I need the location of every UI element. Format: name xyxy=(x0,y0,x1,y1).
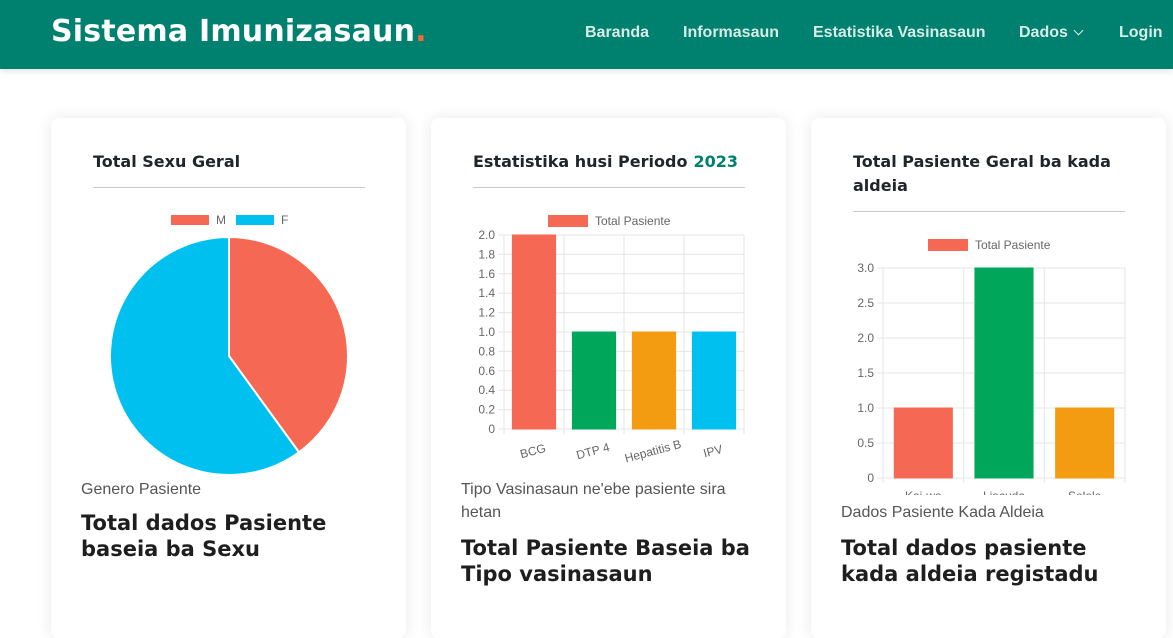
nav-dados-dropdown[interactable]: Dados xyxy=(1019,24,1084,42)
y-tick-label: 1.2 xyxy=(478,306,495,320)
legend-swatch xyxy=(548,215,588,227)
y-tick-label: 1.8 xyxy=(478,247,495,261)
card-heading: Total dados Pasiente baseia ba Sexu xyxy=(81,511,327,561)
divider xyxy=(853,211,1125,212)
card-subtitle: Genero Pasiente xyxy=(81,481,202,498)
bar-kai-wa xyxy=(893,407,953,479)
y-tick-label: 1.0 xyxy=(478,325,495,339)
y-tick-label: 0 xyxy=(867,471,874,485)
card-heading: Total dados pasiente kada aldeia regista… xyxy=(841,536,1099,586)
x-tick-label: BCG xyxy=(519,441,548,461)
legend-swatch-f xyxy=(236,215,274,225)
bar-selele xyxy=(1055,407,1115,479)
x-tick-label: Liacuda xyxy=(983,489,1025,495)
card-subtitle: Dados Pasiente Kada Aldeia xyxy=(841,504,1044,521)
brand-text: Sistema Imunizasaun xyxy=(51,14,416,49)
y-tick-label: 0.5 xyxy=(857,436,874,450)
y-tick-label: 1.5 xyxy=(857,366,874,380)
y-tick-label: 0 xyxy=(488,422,495,436)
x-tick-label: Kai-wa xyxy=(905,489,942,495)
brand-logo[interactable]: Sistema Imunizasaun. xyxy=(51,14,427,49)
card-title: Total Sexu Geral xyxy=(93,150,383,174)
pie-slice-m xyxy=(228,235,349,454)
y-tick-label: 1.4 xyxy=(478,286,495,300)
x-tick-label: DTP 4 xyxy=(575,440,612,462)
bar-bcg xyxy=(511,234,557,430)
y-tick-label: 0.2 xyxy=(478,403,495,417)
bar-chart-vasinasaun: Total Pasiente 2.0 1.8 1.6 1.4 1.2 1.0 0.8 0.6 0.… xyxy=(478,214,745,466)
divider xyxy=(93,187,365,188)
card-aldeia: Total Pasiente Geral ba kada aldeia Tota… xyxy=(811,118,1166,638)
divider xyxy=(473,187,745,188)
card-vasinasaun: Estatistika husi Periodo 2023 Total Pasie… xyxy=(431,118,786,638)
card-title-text: Estatistika husi Periodo xyxy=(473,152,688,171)
nav-informasaun[interactable]: Informasaun xyxy=(683,24,780,41)
period-year: 2023 xyxy=(693,152,738,171)
y-tick-label: 2.0 xyxy=(478,228,495,242)
bar-liacuda xyxy=(974,267,1034,479)
card-title: Total Pasiente Geral ba kada aldeia xyxy=(853,150,1143,198)
y-tick-label: 1.6 xyxy=(478,267,495,281)
nav-baranda[interactable]: Baranda xyxy=(585,24,650,41)
pie-slice-f xyxy=(109,235,301,476)
x-tick-label: IPV xyxy=(702,442,724,461)
bar-ipv xyxy=(691,331,737,430)
y-tick-label: 0.4 xyxy=(478,383,495,397)
y-tick-label: 0.8 xyxy=(478,344,495,358)
bar-chart-aldeia: Total Pasiente 3.0 2.5 2.0 1.5 1.0 0.5 0 Kai-wa L… xyxy=(857,238,1126,495)
brand-dot: . xyxy=(415,14,427,49)
card-subtitle: Tipo Vasinasaun ne'ebe pasiente sira het… xyxy=(461,481,726,521)
card-title-text: Total Sexu Geral xyxy=(93,152,241,171)
nav-login[interactable]: Login xyxy=(1119,24,1163,41)
card-title: Estatistika husi Periodo 2023 xyxy=(473,150,763,174)
y-tick-label: 3.0 xyxy=(857,261,874,275)
y-tick-label: 0.6 xyxy=(478,364,495,378)
legend-label: Total Pasiente xyxy=(595,214,671,228)
legend-label: Total Pasiente xyxy=(975,238,1051,252)
legend-label-f: F xyxy=(281,213,288,227)
chevron-down-icon xyxy=(1073,25,1084,36)
x-tick-label: Hepatitis B xyxy=(623,437,683,466)
card-title-text: Total Pasiente Geral ba kada aldeia xyxy=(853,152,1111,195)
card-heading: Total Pasiente Baseia ba Tipo vasinasaun xyxy=(461,536,750,586)
bar-dtp-4 xyxy=(571,331,617,430)
nav-estatistika-vasinasaun[interactable]: Estatistika Vasinasaun xyxy=(813,24,986,41)
y-tick-label: 2.5 xyxy=(857,296,874,310)
y-tick-label: 2.0 xyxy=(857,331,874,345)
legend-swatch-m xyxy=(171,215,209,225)
legend-label-m: M xyxy=(216,213,226,227)
legend-swatch xyxy=(928,239,968,251)
bar-hepatitis-b xyxy=(631,331,677,430)
x-tick-label: Selele xyxy=(1068,489,1102,495)
y-tick-label: 1.0 xyxy=(857,401,874,415)
navbar: Sistema Imunizasaun. Baranda Informasaun… xyxy=(0,0,1173,69)
nav-dados-label: Dados xyxy=(1019,24,1068,41)
